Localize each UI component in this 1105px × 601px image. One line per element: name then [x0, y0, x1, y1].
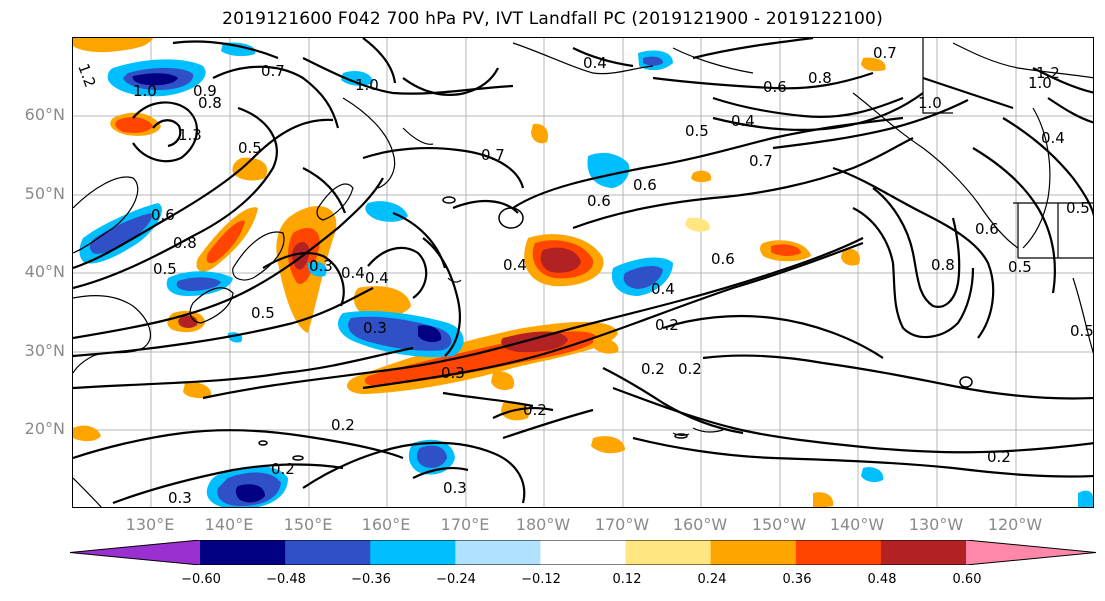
lat-label-20n: 20°N [24, 419, 65, 438]
colorbar-tick-label: 0.36 [782, 572, 812, 587]
colorbar [70, 540, 1096, 565]
contour-label: 1.0 [355, 76, 379, 94]
contour-label: 1.0 [133, 82, 157, 100]
contour-label: 0.6 [975, 220, 999, 238]
contour-label: 0.4 [731, 112, 755, 130]
colorbar-swatch [455, 540, 541, 565]
contour-label: 1.2 [74, 61, 99, 90]
colorbar-tick-label: −0.36 [351, 572, 391, 587]
contour-label: 0.2 [271, 460, 295, 478]
colorbar-swatch [370, 540, 456, 565]
contour-label: 1.2 [1036, 64, 1060, 82]
contour-label: 0.5 [238, 139, 262, 157]
contour-label: 0.7 [873, 44, 897, 62]
colorbar-tick-label: −0.12 [521, 572, 561, 587]
lon-label: 120°W [987, 515, 1043, 534]
lat-label-50n: 50°N [24, 184, 65, 203]
coastlines [73, 38, 1093, 507]
contour-label: 0.6 [711, 250, 735, 268]
map-panel[interactable]: 1.2 1.0 0.7 0.9 0.8 1.0 0.5 0.6 0.8 0.5 … [72, 37, 1094, 508]
lon-label: 150°W [751, 515, 807, 534]
contour-label: 0.2 [655, 316, 679, 334]
ivt-contours [73, 38, 1093, 505]
colorbar-swatch [70, 540, 200, 565]
contour-label: 0.5 [1070, 322, 1094, 340]
lon-label: 160°W [672, 515, 728, 534]
colorbar-swatch [285, 540, 371, 565]
colorbar-tick-label: 0.60 [952, 572, 982, 587]
contour-label: 0.7 [749, 152, 773, 170]
contour-label: 0.3 [443, 479, 467, 497]
contour-label: 0.5 [251, 304, 275, 322]
colorbar-swatch [966, 540, 1096, 565]
contour-label: 0.3 [363, 319, 387, 337]
contour-label: 0.4 [651, 280, 675, 298]
colorbar-swatch [540, 540, 627, 565]
contour-label: 1.3 [178, 126, 202, 144]
contour-label: 0.5 [153, 260, 177, 278]
map-title: 2019121600 F042 700 hPa PV, IVT Landfall… [222, 9, 883, 29]
contour-label: 0.4 [1041, 129, 1065, 147]
contour-label: 0.2 [678, 360, 702, 378]
contour-label: 0.3 [168, 489, 192, 507]
contour-label: 0.5 [1066, 199, 1090, 217]
colorbar-swatch [200, 540, 286, 565]
colorbar-tick-label: 0.12 [612, 572, 642, 587]
colorbar-swatch [625, 540, 712, 565]
lon-label: 150°E [283, 515, 333, 534]
lat-label-60n: 60°N [24, 105, 65, 124]
contour-label: 0.6 [151, 206, 175, 224]
lon-label: 130°W [908, 515, 964, 534]
contour-label: 1.0 [1028, 74, 1052, 92]
contour-label: 0.5 [685, 122, 709, 140]
colorbar-tick-label: −0.24 [436, 572, 476, 587]
lon-label: 130°E [125, 515, 175, 534]
contour-label: 0.4 [365, 269, 389, 287]
contour-label: 0.4 [583, 54, 607, 72]
contour-label: 0.6 [633, 176, 657, 194]
lat-label-30n: 30°N [24, 341, 65, 360]
contour-label: 0.4 [341, 264, 365, 282]
contour-label: 0.3 [441, 364, 465, 382]
contour-label: 0.8 [808, 69, 832, 87]
contour-label: 0.6 [763, 78, 787, 96]
colorbar-swatch [795, 540, 882, 565]
contour-label: 0.8 [173, 234, 197, 252]
lon-label: 170°W [594, 515, 650, 534]
contour-label: 0.9 [193, 82, 217, 100]
islands [258, 196, 973, 461]
contour-label: 0.2 [987, 448, 1011, 466]
contour-label: 0.2 [641, 360, 665, 378]
contour-label: 0.7 [481, 146, 505, 164]
lon-label: 140°W [829, 515, 885, 534]
colorbar-tick-label: 0.24 [697, 572, 727, 587]
contour-label: 0.8 [198, 94, 222, 112]
colorbar-tick-label: 0.48 [867, 572, 897, 587]
contour-label: 0.2 [523, 401, 547, 419]
colorbar-swatches [70, 540, 1096, 565]
map-canvas: 1.2 1.0 0.7 0.9 0.8 1.0 0.5 0.6 0.8 0.5 … [73, 38, 1094, 507]
colorbar-swatch [880, 540, 967, 565]
contour-labels: 1.2 1.0 0.7 0.9 0.8 1.0 0.5 0.6 0.8 0.5 … [74, 44, 1094, 507]
contour-label: 0.6 [587, 192, 611, 210]
contour-label: 0.7 [261, 62, 285, 80]
contour-label: 0.2 [331, 416, 355, 434]
contour-label: 0.8 [931, 256, 955, 274]
colorbar-tick-label: −0.48 [266, 572, 306, 587]
colorbar-tick-label: −0.60 [181, 572, 221, 587]
pv-filled-contours [73, 38, 1093, 507]
contour-label: 0.5 [1008, 258, 1032, 276]
contour-label: 0.3 [309, 257, 333, 275]
lat-label-40n: 40°N [24, 262, 65, 281]
lon-label: 180°W [515, 515, 571, 534]
contour-label: 1.0 [918, 94, 942, 112]
lon-label: 170°E [440, 515, 490, 534]
colorbar-swatch [710, 540, 797, 565]
lon-label: 160°E [361, 515, 411, 534]
lon-label: 140°E [204, 515, 254, 534]
contour-label: 0.4 [503, 256, 527, 274]
